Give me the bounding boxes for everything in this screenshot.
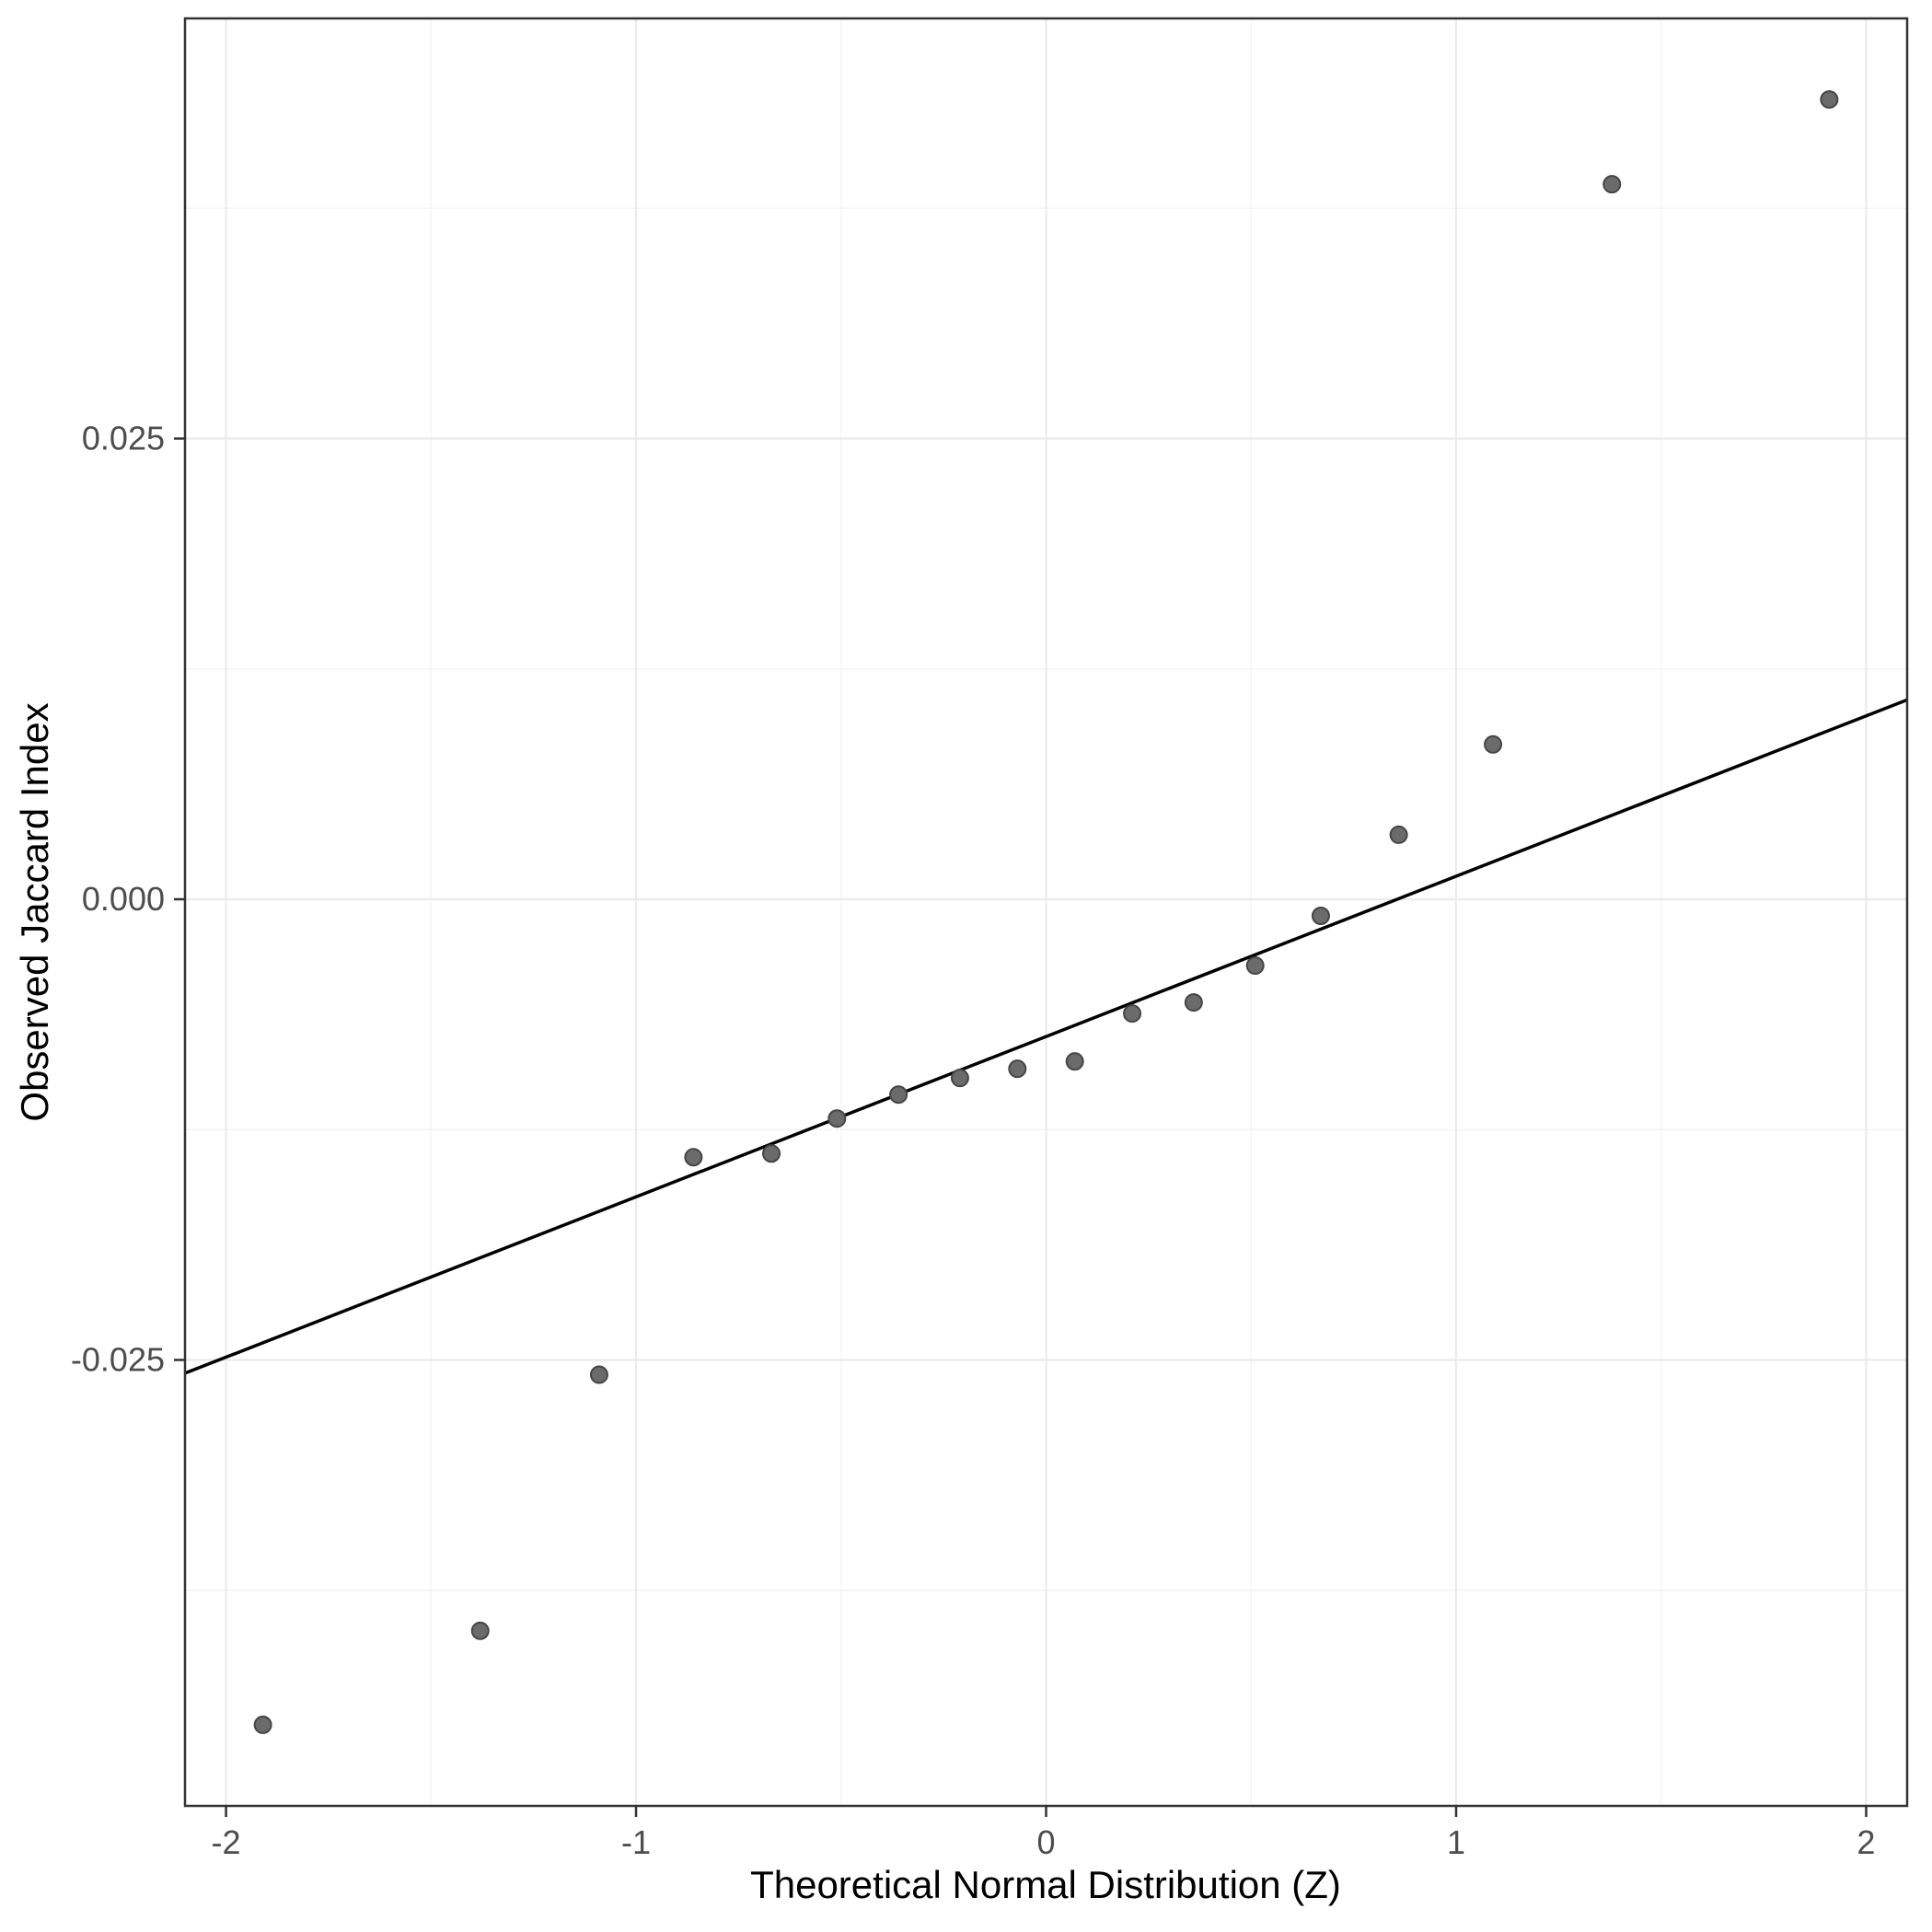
data-point: [762, 1144, 781, 1163]
axis-tick-labels: -2 -1 0 1 2 -0.025 0.000 0.025: [71, 419, 1876, 1861]
axis-ticks: [174, 437, 1868, 1817]
data-points-layer: [253, 90, 1839, 1734]
x-axis-title: Theoretical Normal Distribution (Z): [750, 1863, 1341, 1906]
x-tick-label: 1: [1447, 1823, 1465, 1861]
data-point: [950, 1069, 969, 1088]
x-tick-label: -1: [621, 1823, 651, 1861]
data-point: [1184, 993, 1203, 1012]
data-point: [1389, 825, 1408, 844]
data-point: [589, 1365, 608, 1384]
x-tick-label: -2: [212, 1823, 241, 1861]
data-point: [1311, 907, 1330, 926]
y-axis-title: Observed Jaccard Index: [13, 702, 56, 1121]
reference-line-layer: [184, 698, 1908, 1375]
data-point: [1008, 1059, 1027, 1079]
y-tick-label: -0.025: [71, 1341, 165, 1379]
data-point: [470, 1621, 490, 1640]
x-tick-label: 0: [1036, 1823, 1055, 1861]
data-point: [827, 1109, 847, 1128]
data-point: [684, 1148, 703, 1167]
data-point: [1484, 735, 1503, 754]
data-point: [1065, 1052, 1084, 1071]
x-tick-label: 2: [1857, 1823, 1875, 1861]
data-point: [1123, 1004, 1142, 1024]
y-tick-label: 0.000: [82, 880, 165, 918]
major-gridlines: [185, 18, 1907, 1806]
y-tick-label: 0.025: [82, 419, 165, 457]
data-point: [889, 1085, 908, 1105]
data-point: [1602, 175, 1622, 194]
data-point: [1820, 90, 1839, 110]
qq-reference-line: [184, 698, 1908, 1375]
data-point: [1245, 956, 1265, 976]
data-point: [253, 1715, 272, 1734]
